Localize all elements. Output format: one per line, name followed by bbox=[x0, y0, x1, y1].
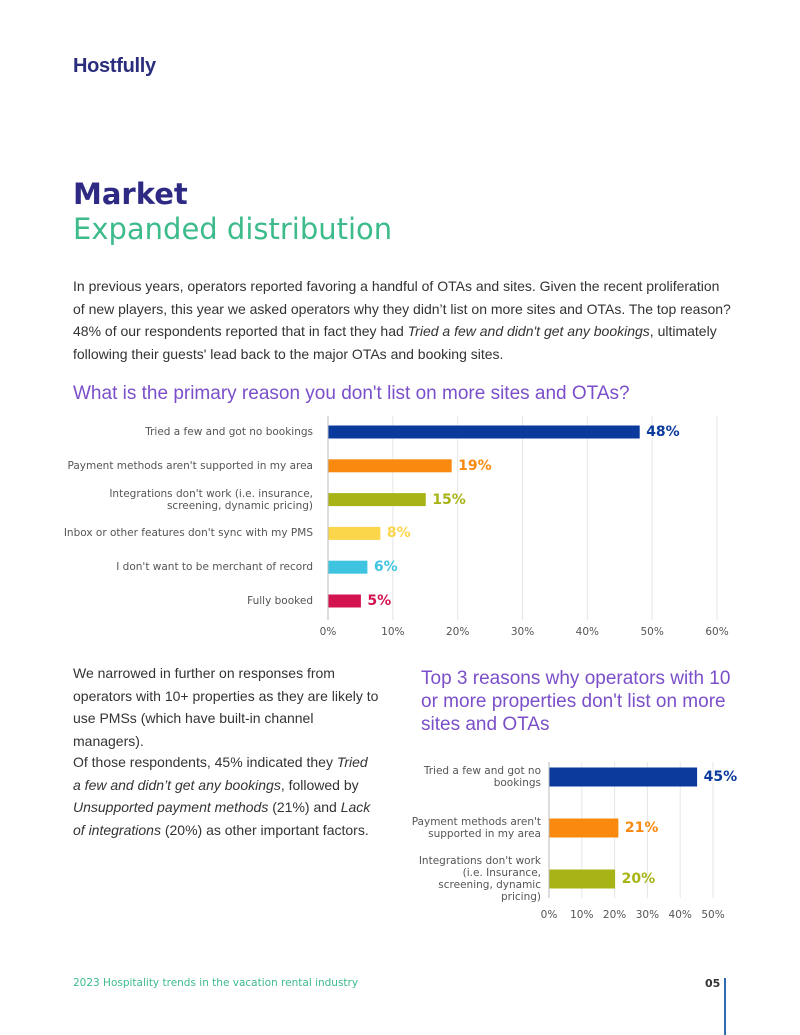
bar bbox=[328, 526, 381, 540]
paragraph: Of those respondents, 45% indicated they… bbox=[73, 751, 373, 841]
x-tick-label: 0% bbox=[540, 909, 558, 921]
page-title: Market bbox=[73, 177, 188, 211]
category-label: Fully booked bbox=[247, 595, 313, 607]
x-tick-label: 60% bbox=[705, 626, 729, 638]
text: , ultimately following their guests' lea… bbox=[73, 323, 717, 362]
value-label: 8% bbox=[386, 525, 411, 542]
text: , followed by bbox=[280, 776, 359, 793]
category-label: Inbox or other features don't sync with … bbox=[63, 527, 313, 540]
value-label: 19% bbox=[458, 457, 492, 474]
category-label: Tried a few and got no bookings bbox=[145, 426, 313, 438]
bar bbox=[549, 818, 619, 838]
bar bbox=[549, 869, 616, 889]
x-tick-label: 30% bbox=[510, 626, 535, 638]
text: In previous years, operators reported fa… bbox=[73, 278, 731, 340]
text: (20%) as other important factors. bbox=[160, 821, 369, 838]
x-tick-label: 20% bbox=[445, 626, 470, 638]
bar bbox=[328, 594, 361, 608]
value-label: 45% bbox=[703, 769, 738, 785]
emphasis: Tried a few and didn’t get any bookings bbox=[73, 754, 368, 793]
text: Of those respondents, 45% indicated they bbox=[73, 754, 337, 770]
emphasis: Unsupported payment methods bbox=[73, 799, 269, 816]
category-label: Integrations don't work (i.e. insurance,… bbox=[109, 487, 313, 512]
value-label: 5% bbox=[367, 593, 392, 609]
emphasis: Lack of integrations bbox=[73, 799, 371, 838]
category-label: Integrations don't work (i.e. Insurance,… bbox=[418, 855, 541, 903]
x-tick-label: 10% bbox=[381, 626, 405, 638]
x-tick-label: 30% bbox=[635, 909, 660, 921]
intro-paragraph: In previous years, operators reported fa… bbox=[73, 275, 733, 365]
page-subtitle: Expanded distribution bbox=[73, 212, 393, 246]
category-label: Payment methods aren't supported in my a… bbox=[67, 459, 313, 472]
x-tick-label: 0% bbox=[319, 626, 337, 638]
x-tick-label: 40% bbox=[575, 626, 599, 638]
value-label: 15% bbox=[432, 491, 466, 508]
bar bbox=[328, 560, 368, 574]
value-label: 21% bbox=[624, 820, 659, 836]
bar bbox=[328, 459, 452, 473]
bar bbox=[549, 767, 698, 787]
logo: Hostfully bbox=[73, 55, 156, 77]
category-label: Tried a few and got no bookings bbox=[423, 765, 541, 789]
emphasis: Tried a few and didn't get any bookings bbox=[407, 323, 650, 340]
x-tick-label: 40% bbox=[668, 909, 692, 921]
chart-title: What is the primary reason you don't lis… bbox=[73, 383, 630, 404]
category-label: Payment methods aren't supported in my a… bbox=[411, 816, 541, 840]
page-number: 05 bbox=[705, 977, 721, 990]
value-label: 6% bbox=[373, 559, 398, 576]
footer-text: 2023 Hospitality trends in the vacation … bbox=[73, 977, 359, 989]
x-tick-label: 20% bbox=[602, 909, 627, 921]
category-label: I don't want to be merchant of record bbox=[116, 561, 313, 574]
text: (21%) and bbox=[268, 799, 341, 816]
value-label: 20% bbox=[621, 871, 656, 887]
x-tick-label: 10% bbox=[570, 909, 594, 921]
x-tick-label: 50% bbox=[701, 909, 725, 921]
value-label: 48% bbox=[646, 424, 680, 440]
paragraph: We narrowed in further on responses from… bbox=[73, 665, 379, 749]
x-tick-label: 50% bbox=[640, 626, 664, 638]
bar bbox=[328, 425, 640, 439]
chart-title: Top 3 reasons why operators with 10 or m… bbox=[421, 668, 731, 735]
bar bbox=[328, 493, 426, 507]
